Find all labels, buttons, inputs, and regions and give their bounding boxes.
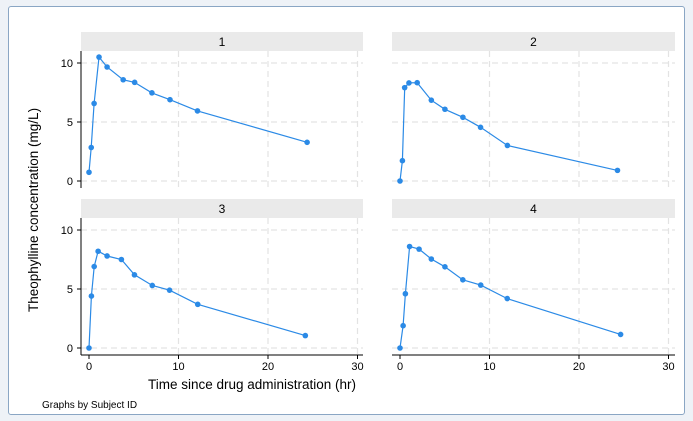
data-point (460, 114, 466, 121)
x-tick-label: 20 (262, 361, 274, 373)
panel-header (81, 199, 363, 218)
data-point (95, 248, 101, 255)
series-line (399, 82, 618, 182)
data-point (414, 79, 420, 86)
series-line (88, 250, 306, 349)
data-point (504, 295, 511, 302)
y-tick-label: 0 (67, 176, 73, 188)
x-tick-label: 30 (351, 361, 363, 373)
data-point (399, 157, 406, 164)
data-point (194, 108, 201, 114)
series-line (88, 55, 308, 173)
panel-2: 2 (392, 32, 675, 188)
panel-title: 3 (219, 202, 226, 216)
data-point (406, 243, 413, 250)
data-point (442, 264, 448, 270)
data-point (504, 142, 511, 149)
data-point (88, 144, 95, 151)
data-point (302, 332, 309, 339)
x-tick-label: 30 (662, 361, 674, 373)
footnote: Graphs by Subject ID (42, 400, 137, 411)
data-point (131, 272, 138, 278)
data-point (120, 76, 126, 83)
data-point (104, 253, 110, 259)
data-point (428, 97, 435, 103)
data-point (88, 293, 95, 299)
data-point (149, 282, 156, 289)
data-point (86, 345, 92, 351)
y-tick-label: 10 (61, 58, 73, 70)
data-point (400, 322, 406, 329)
data-point (460, 276, 466, 283)
x-axis-label: Time since drug administration (hr) (148, 377, 356, 392)
data-point (614, 167, 621, 174)
data-point (416, 246, 422, 252)
x-tick-label: 10 (483, 361, 495, 373)
y-tick-label: 5 (67, 284, 73, 296)
data-point (477, 124, 484, 131)
data-point (91, 100, 97, 107)
panel-title: 4 (530, 202, 537, 216)
panel-4: 4 0 10 20 30 (392, 199, 675, 373)
data-point (118, 256, 125, 263)
data-point (304, 139, 310, 146)
data-point (428, 256, 435, 262)
data-point (397, 178, 403, 184)
panel-header (392, 32, 675, 51)
data-point (104, 64, 110, 70)
data-point (91, 263, 97, 270)
x-tick-label: 0 (397, 361, 403, 373)
data-point (166, 287, 173, 293)
y-tick-label: 10 (61, 225, 73, 237)
panel-title: 2 (530, 35, 537, 49)
data-point (402, 290, 409, 297)
data-point (131, 79, 138, 86)
y-tick-label: 0 (67, 343, 73, 355)
x-tick-label: 0 (86, 361, 92, 373)
data-point (397, 345, 403, 351)
data-point (401, 84, 408, 91)
x-tick-label: 10 (172, 361, 184, 373)
data-point (86, 169, 92, 176)
data-point (167, 96, 173, 103)
data-point (194, 301, 201, 308)
series-line (399, 245, 621, 349)
y-tick-label: 5 (67, 117, 73, 129)
data-point (406, 80, 412, 86)
data-point (617, 331, 624, 338)
panel-header (392, 199, 675, 218)
data-point (149, 90, 155, 96)
data-point (96, 54, 102, 60)
y-axis-label: Theophylline concentration (mg/L) (26, 108, 41, 312)
data-point (442, 106, 448, 113)
data-point (477, 282, 484, 288)
panel-header (81, 32, 363, 51)
panel-title: 1 (219, 35, 226, 49)
x-tick-label: 20 (573, 361, 585, 373)
